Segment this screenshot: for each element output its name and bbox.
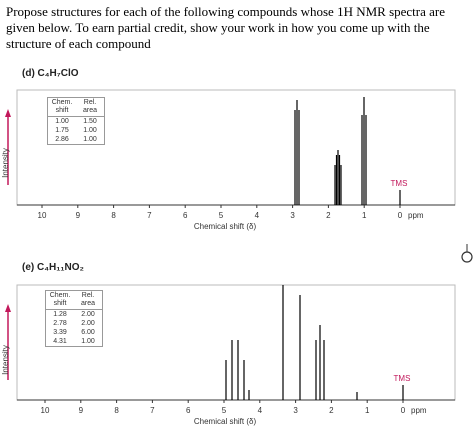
x-tick-label: 4 xyxy=(258,406,263,415)
x-tick-label: 8 xyxy=(111,211,116,220)
table-row: 4.31 1.00 xyxy=(46,337,103,347)
x-axis-label: Chemical shift (δ) xyxy=(194,417,257,426)
x-tick-label: 2 xyxy=(326,211,331,220)
x-tick-label: 7 xyxy=(147,211,152,220)
x-tick-label: 2 xyxy=(329,406,334,415)
spectrum-peaks xyxy=(225,285,404,400)
arrow-head xyxy=(5,109,11,117)
table-cell: 1.75 xyxy=(55,127,69,134)
arrow-head xyxy=(5,304,11,312)
table-header-row: Chem. shift Rel. area xyxy=(47,97,105,117)
spectrum-peaks xyxy=(294,97,401,205)
x-tick-label: 9 xyxy=(79,406,84,415)
table-row: 1.28 2.00 xyxy=(46,310,103,320)
table-row: 2.78 2.00 xyxy=(46,319,103,328)
compound-label: (d) C₄H₇ClO xyxy=(22,68,79,79)
table-cell: 3.39 xyxy=(53,329,67,336)
x-tick-label: 6 xyxy=(183,211,188,220)
table-header: Rel. area xyxy=(76,97,105,117)
x-tick-label: 9 xyxy=(76,211,81,220)
question: Propose structures for each of the follo… xyxy=(6,4,446,51)
x-tick-label: 8 xyxy=(114,406,119,415)
x-tick-label: 7 xyxy=(150,406,155,415)
table-header: Rel. area xyxy=(74,290,103,310)
x-tick-label: 3 xyxy=(293,406,298,415)
table-row: 2.86 1.00 xyxy=(48,135,105,145)
table-cell: 1.00 xyxy=(83,127,97,134)
table-cell: 6.00 xyxy=(81,329,95,336)
reference-label: TMS xyxy=(394,374,411,383)
table-cell: 1.50 xyxy=(83,118,97,125)
x-tick-label: 3 xyxy=(290,211,295,220)
x-unit: ppm xyxy=(408,211,424,220)
y-axis-label: Intensity xyxy=(1,148,10,178)
table-cell: 1.00 xyxy=(55,118,69,125)
table-row: 1.00 1.50 xyxy=(48,117,105,127)
table-cell: 1.00 xyxy=(81,338,95,345)
x-tick-label: 1 xyxy=(365,406,370,415)
x-axis-label: Chemical shift (δ) xyxy=(194,222,257,231)
shift-table: Chem. shift Rel. area 1.28 2.00 2.78 2.00 3.39… xyxy=(45,290,103,347)
x-tick-label: 5 xyxy=(219,211,224,220)
table-row: 1.75 1.00 xyxy=(48,126,105,135)
table-cell: 4.31 xyxy=(53,338,67,345)
table-row: 3.39 6.00 xyxy=(46,328,103,337)
table-cell: 2.00 xyxy=(81,320,95,327)
x-tick-label: 10 xyxy=(38,211,47,220)
shift-table: Chem. shift Rel. area 1.00 1.50 1.75 1.00 2.86… xyxy=(47,97,105,145)
x-tick-label: 4 xyxy=(255,211,260,220)
compound-label: (e) C₄H₁₁NO₂ xyxy=(22,262,84,273)
table-header: Chem. shift xyxy=(45,290,74,310)
y-axis-label: Intensity xyxy=(1,345,10,375)
x-tick-label: 0 xyxy=(398,211,403,220)
table-cell: 2.86 xyxy=(55,136,69,143)
table-header-row: Chem. shift Rel. area xyxy=(45,290,103,310)
table-header: Chem. shift xyxy=(47,97,76,117)
table-cell: 2.00 xyxy=(81,311,95,318)
table-cell: 1.28 xyxy=(53,311,67,318)
x-tick-label: 6 xyxy=(186,406,191,415)
reference-label: TMS xyxy=(391,179,408,188)
table-cell: 2.78 xyxy=(53,320,67,327)
radio-icon xyxy=(461,244,473,263)
table-cell: 1.00 xyxy=(83,136,97,143)
x-tick-label: 5 xyxy=(222,406,227,415)
x-tick-label: 0 xyxy=(401,406,406,415)
x-tick-label: 10 xyxy=(41,406,50,415)
x-tick-label: 1 xyxy=(362,211,367,220)
x-unit: ppm xyxy=(411,406,427,415)
